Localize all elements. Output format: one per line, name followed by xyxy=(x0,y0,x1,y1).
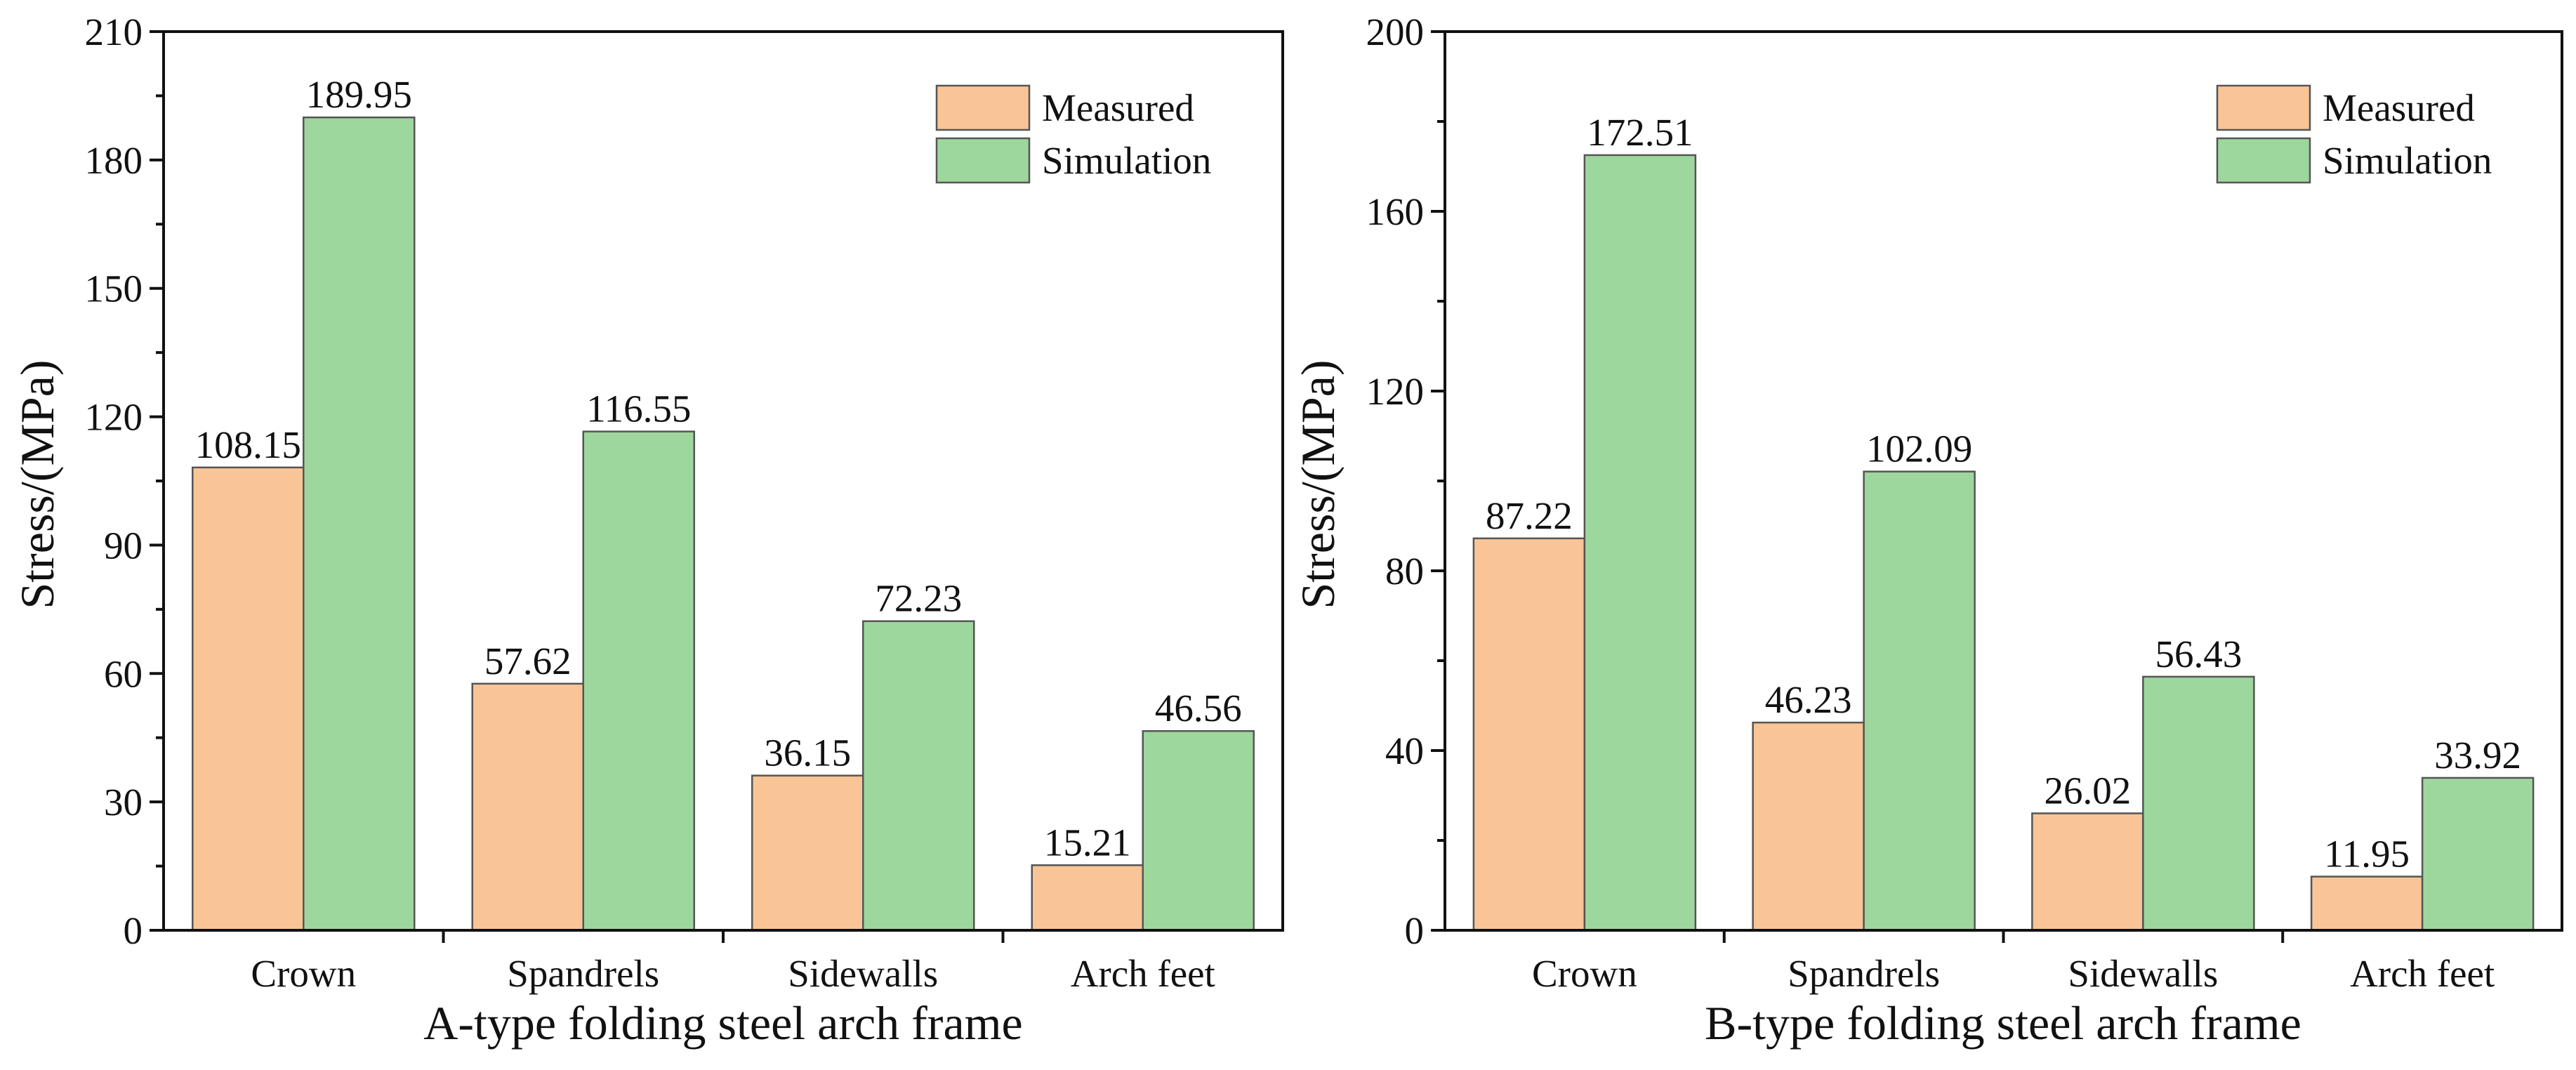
bar-value-label: 46.56 xyxy=(1155,687,1242,729)
y-tick-label: 80 xyxy=(1385,550,1424,593)
legend-label-simulation: Simulation xyxy=(1042,139,1211,182)
chart-panel-a-type: Stress/(MPa) A-type folding steel arch f… xyxy=(11,11,1284,1050)
x-tick-label: Sidewalls xyxy=(2068,952,2218,995)
x-tick-label: Spandrels xyxy=(1788,952,1940,995)
y-tick-label: 0 xyxy=(124,909,143,952)
bar-value-label: 11.95 xyxy=(2324,833,2410,876)
x-tick-label: Sidewalls xyxy=(788,952,938,995)
bar-value-label: 108.15 xyxy=(195,423,301,466)
chart-panel-b-type: Stress/(MPa) B-type folding steel arch f… xyxy=(1291,11,2563,1050)
bar-value-label: 56.43 xyxy=(2155,633,2243,675)
bar-measured-spandrels xyxy=(1752,721,1865,932)
bar-value-label: 72.23 xyxy=(875,577,962,620)
x-tick-label: Arch feet xyxy=(1071,952,1215,995)
bar-simulation-crown xyxy=(1583,154,1697,932)
y-tick-label: 0 xyxy=(1405,909,1425,952)
bar-measured-crown xyxy=(1472,537,1586,932)
y-tick-label: 120 xyxy=(1366,370,1425,413)
bar-simulation-spandrels xyxy=(582,430,695,932)
legend-label-measured: Measured xyxy=(2323,86,2475,129)
x-tick-label: Arch feet xyxy=(2350,952,2495,995)
y-tick-label: 150 xyxy=(85,268,143,310)
bar-measured-arch-feet xyxy=(1031,864,1144,932)
x-axis-title: A-type folding steel arch frame xyxy=(423,996,1022,1050)
bar-measured-spandrels xyxy=(471,682,584,932)
y-tick-label: 160 xyxy=(1366,190,1425,233)
bar-simulation-arch-feet xyxy=(2421,777,2535,932)
y-tick-label: 40 xyxy=(1385,729,1424,772)
bar-simulation-sidewalls xyxy=(2142,675,2255,932)
legend-swatch-measured xyxy=(935,84,1031,131)
legend-swatch-simulation xyxy=(2216,137,2311,184)
bar-simulation-arch-feet xyxy=(1142,729,1255,932)
y-tick-label: 210 xyxy=(85,11,143,53)
y-tick-label: 200 xyxy=(1366,11,1425,53)
legend-label-simulation: Simulation xyxy=(2323,139,2492,182)
bar-value-label: 36.15 xyxy=(764,732,851,774)
y-tick-label: 30 xyxy=(104,781,143,824)
legend-swatch-measured xyxy=(2216,84,2311,131)
x-axis-title: B-type folding steel arch frame xyxy=(1705,996,2301,1050)
bar-simulation-spandrels xyxy=(1863,470,1976,932)
bar-value-label: 46.23 xyxy=(1765,678,1852,721)
bar-measured-crown xyxy=(192,466,305,932)
bar-value-label: 33.92 xyxy=(2434,734,2521,777)
bar-measured-sidewalls xyxy=(2031,812,2144,932)
legend-label-measured: Measured xyxy=(1042,86,1194,129)
bar-value-label: 26.02 xyxy=(2045,769,2132,812)
bar-value-label: 172.51 xyxy=(1587,111,1693,154)
bar-value-label: 189.95 xyxy=(306,73,412,116)
bar-simulation-sidewalls xyxy=(862,620,975,932)
bar-value-label: 116.55 xyxy=(586,388,691,430)
bar-value-label: 15.21 xyxy=(1044,821,1131,864)
bar-value-label: 102.09 xyxy=(1866,428,1972,470)
y-axis-title: Stress/(MPa) xyxy=(11,359,64,609)
bar-measured-arch-feet xyxy=(2310,876,2424,932)
bar-value-label: 57.62 xyxy=(484,640,572,682)
y-tick-label: 90 xyxy=(104,524,143,567)
y-tick-label: 180 xyxy=(85,139,143,182)
y-tick-label: 120 xyxy=(85,396,143,439)
bar-measured-sidewalls xyxy=(751,774,864,932)
bar-simulation-crown xyxy=(303,116,416,932)
y-axis-title: Stress/(MPa) xyxy=(1291,359,1345,609)
y-tick-label: 60 xyxy=(104,652,143,695)
legend-swatch-simulation xyxy=(935,137,1031,184)
x-tick-label: Crown xyxy=(1532,952,1637,995)
bar-value-label: 87.22 xyxy=(1486,494,1573,537)
x-tick-label: Crown xyxy=(251,952,356,995)
x-tick-label: Spandrels xyxy=(507,952,659,995)
